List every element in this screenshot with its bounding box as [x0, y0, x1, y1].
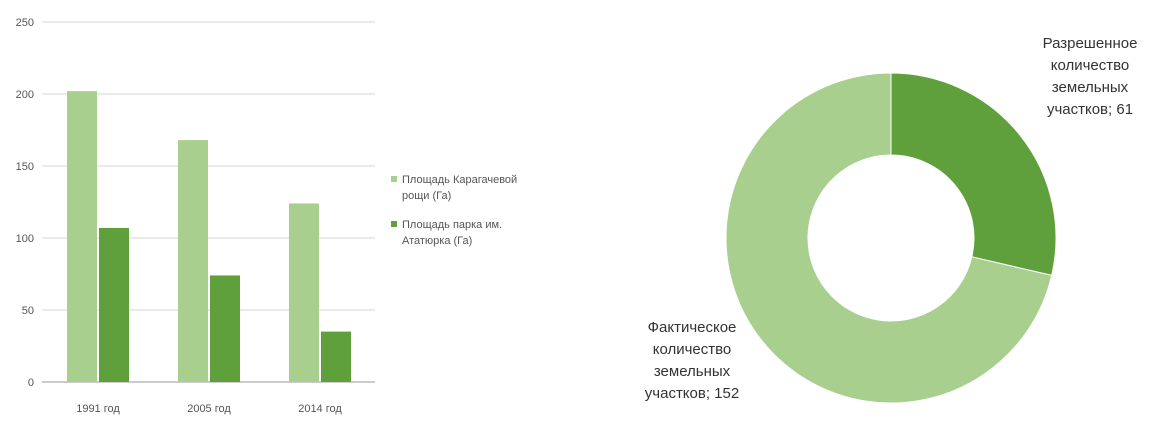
slice-label: Разрешенное количество земельных участков; … [1043, 35, 1138, 118]
bar-karagach-grove [67, 91, 97, 383]
bar-ataturk-park [321, 331, 351, 382]
donut-chart: Разрешенное количество земельных участков; … [645, 35, 1138, 404]
y-tick-label: 50 [22, 305, 34, 317]
bar-karagach-grove [178, 140, 208, 382]
bar-karagach-grove [289, 203, 319, 382]
x-tick-label: 1991 год [76, 403, 120, 415]
bar-ataturk-park [210, 275, 240, 382]
legend-swatch [391, 221, 397, 227]
y-tick-label: 200 [16, 89, 34, 101]
y-tick-label: 250 [16, 17, 34, 29]
bar-chart: 0 50 100 150 200 250 1991 год 2005 год 2014 год П… [16, 17, 518, 415]
legend-swatch [391, 176, 397, 182]
x-tick-label: 2005 год [187, 403, 231, 415]
legend-label: Площадь парка им. Ататюрка (Га) [402, 219, 502, 247]
y-tick-label: 0 [28, 377, 34, 389]
slice-actual [725, 72, 1053, 404]
legend-label: Площадь Карагачевой рощи (Га) [402, 174, 517, 202]
bar-ataturk-park [99, 227, 129, 382]
y-tick-label: 100 [16, 233, 34, 245]
slice-label: Фактическое количество земельных участков; … [645, 319, 739, 402]
y-tick-label: 150 [16, 161, 34, 173]
slice-permitted [890, 72, 1057, 276]
x-tick-label: 2014 год [298, 403, 342, 415]
